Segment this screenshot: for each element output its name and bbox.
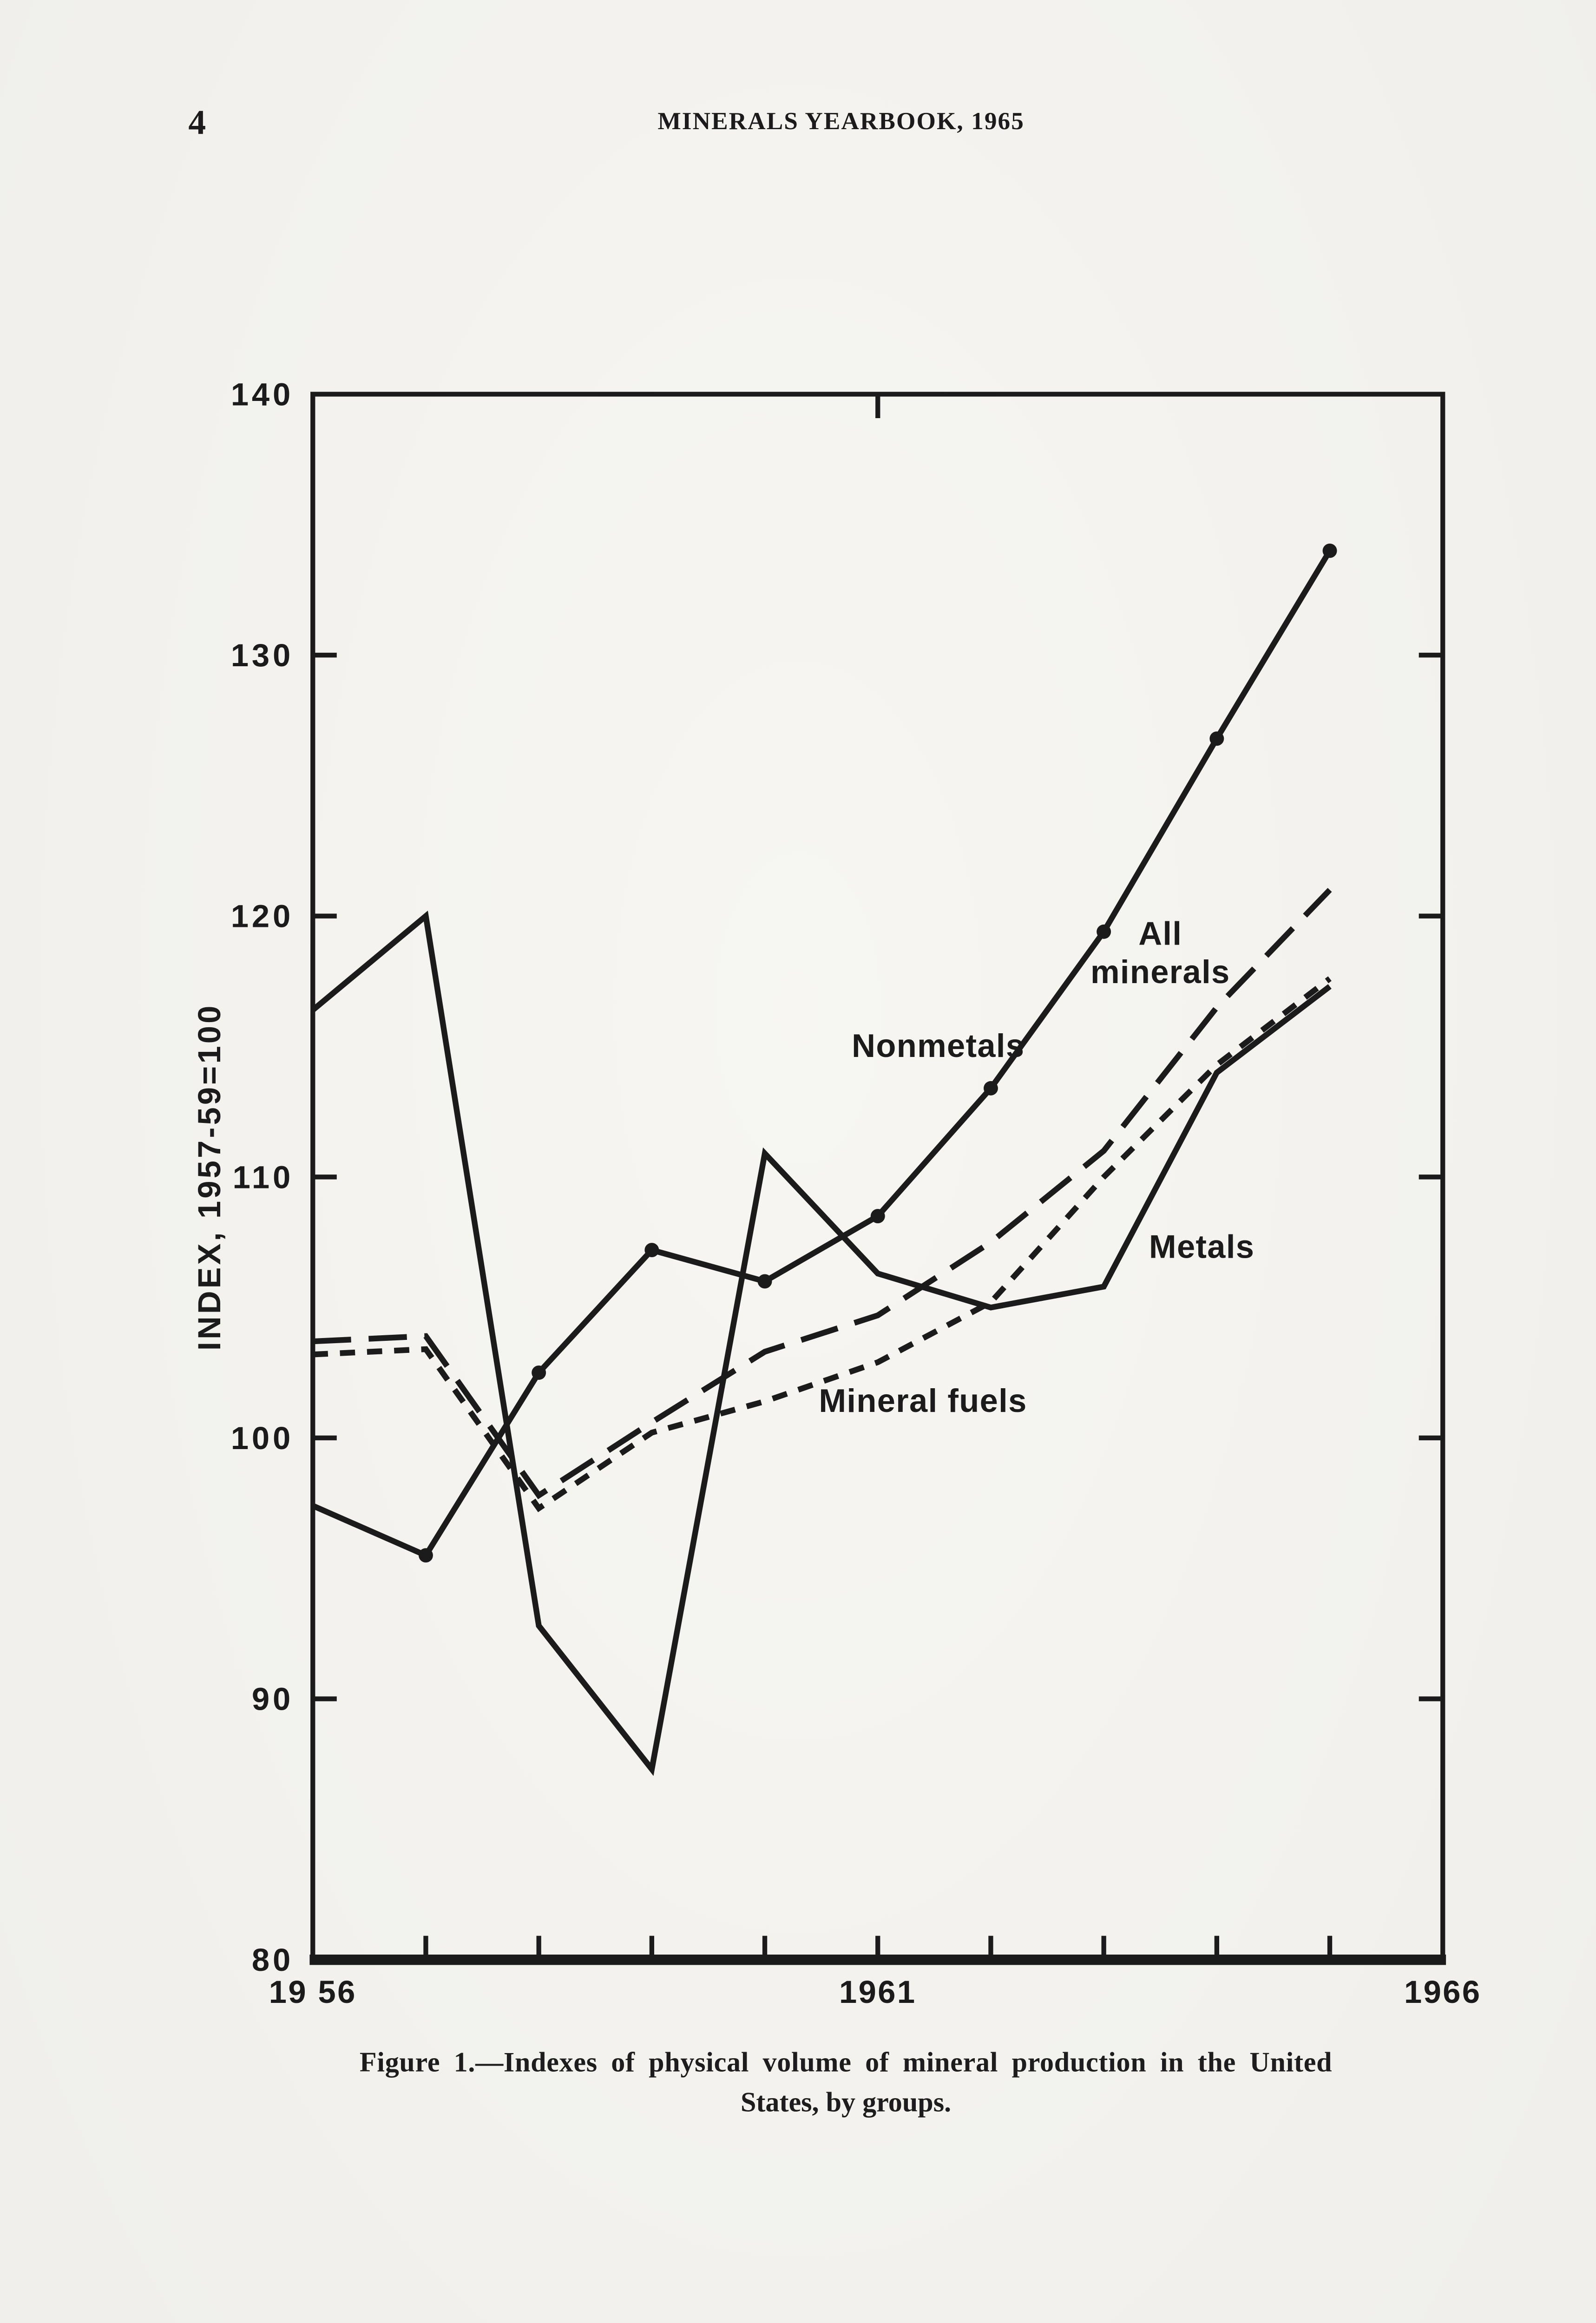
figure-caption: Figure 1.—Indexes of physical volume of …: [96, 2043, 1596, 2124]
figure-caption-line2: States, by groups.: [740, 2086, 952, 2119]
series-marker-nonmetals: [870, 1209, 885, 1224]
y-tick-label: 90: [252, 1681, 294, 1717]
series-marker-nonmetals: [1209, 731, 1224, 746]
series-marker-nonmetals: [757, 1274, 772, 1289]
series-label-line: Metals: [1149, 1228, 1254, 1265]
series-label-line: Nonmetals: [852, 1027, 1025, 1064]
series-label-line: Mineral fuels: [819, 1382, 1027, 1419]
running-head: MINERALS YEARBOOK, 1965: [657, 108, 1025, 136]
series-marker-nonmetals: [1097, 924, 1111, 939]
series-label-mineral-fuels: Mineral fuels: [819, 1382, 1027, 1419]
series-marker-nonmetals: [532, 1365, 546, 1380]
series-line-metals: [311, 910, 1332, 1776]
series-marker-nonmetals: [983, 1081, 998, 1096]
figure-caption-line1: Figure 1.—Indexes of physical volume of …: [359, 2046, 1333, 2078]
y-tick-label: 120: [231, 899, 294, 934]
series-line-all-minerals: [312, 888, 1332, 1500]
series-label-nonmetals: Nonmetals: [852, 1027, 1025, 1064]
y-tick-label: 130: [231, 637, 294, 673]
y-tick-label: 140: [231, 376, 294, 412]
y-axis-title: INDEX, 1957-59=100: [191, 1004, 227, 1351]
x-tick-label: 19 56: [269, 1974, 357, 2010]
x-tick-label: 1961: [839, 1974, 917, 2010]
chart-frame: [310, 392, 1445, 1962]
series-label-all-minerals: All minerals: [1090, 915, 1230, 990]
page-number: 4: [188, 102, 206, 142]
y-tick-label: 80: [252, 1942, 294, 1978]
x-tick-label: 1966: [1404, 1974, 1482, 2010]
y-tick-label: 100: [231, 1420, 294, 1456]
series-marker-nonmetals: [644, 1243, 659, 1258]
series-line-nonmetals: [311, 549, 1333, 1559]
series-label-line: All: [1138, 915, 1182, 952]
y-tick-label: 110: [233, 1159, 294, 1195]
series-label-line: minerals: [1090, 953, 1230, 990]
series-marker-nonmetals: [419, 1548, 433, 1563]
series-marker-nonmetals: [1322, 543, 1337, 558]
series-label-metals: Metals: [1149, 1228, 1254, 1265]
